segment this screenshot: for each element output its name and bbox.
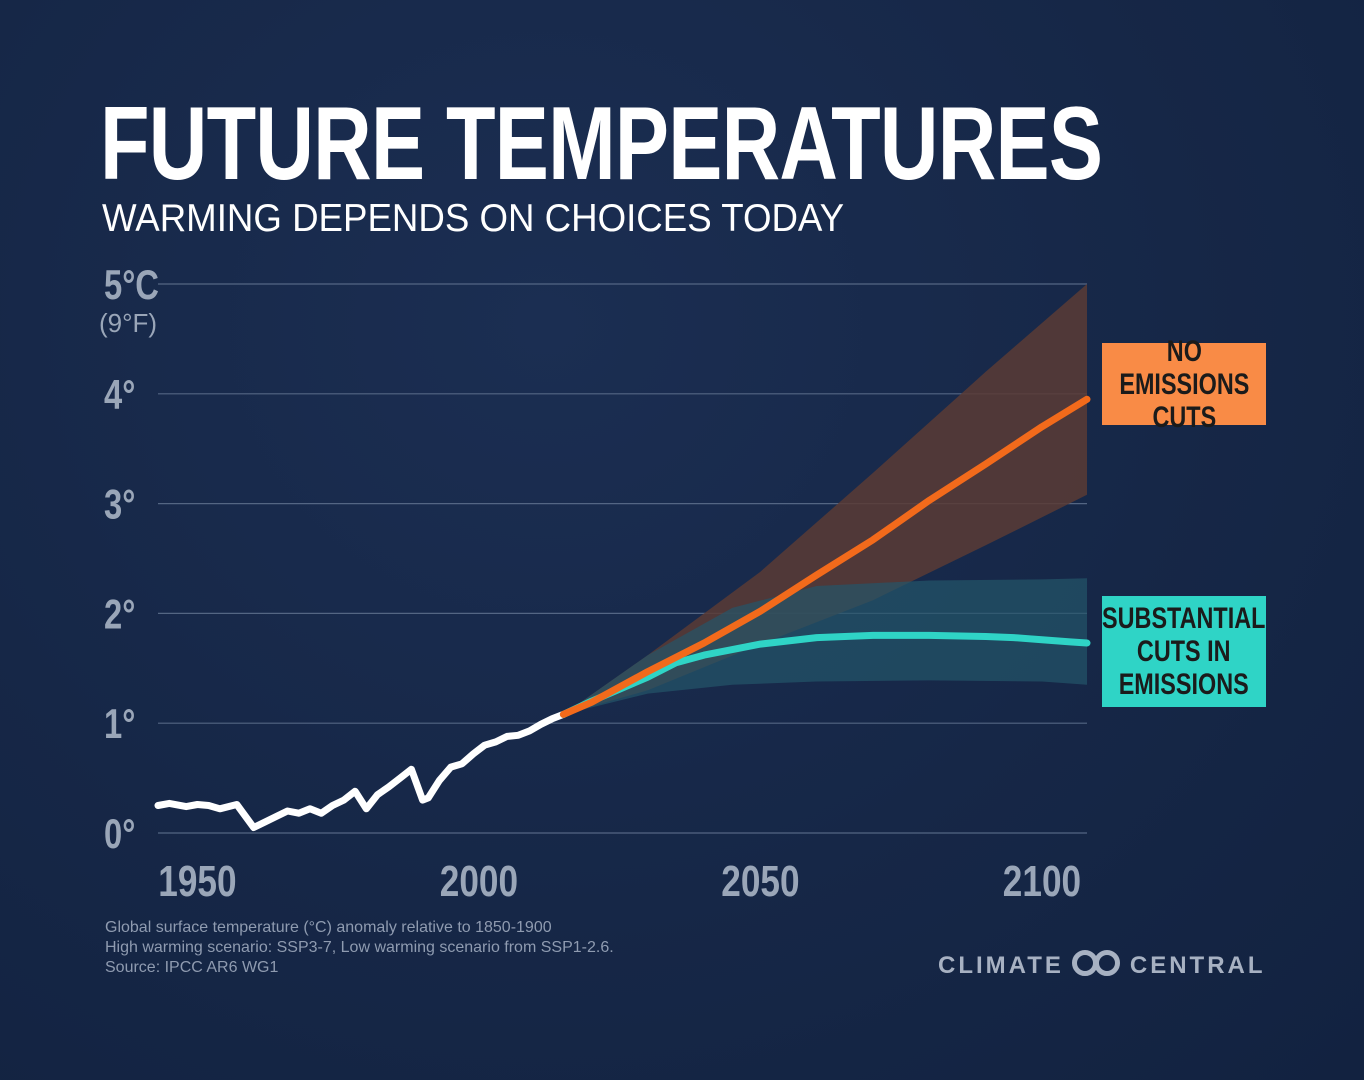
high-scenario-label: NO EMISSIONS CUTS — [1102, 335, 1266, 434]
page-subtitle: WARMING DEPENDS ON CHOICES TODAY — [102, 197, 845, 240]
brand-right-text: CENTRAL — [1129, 952, 1266, 979]
x-tick-label-2100: 2100 — [1003, 857, 1081, 906]
series-lines — [154, 395, 1091, 831]
y-unit-label: (9°F) — [99, 308, 157, 338]
uncertainty-bands — [563, 284, 1087, 715]
brand-left-text: CLIMATE — [938, 952, 1064, 979]
x-axis-labels: 1950 2000 2050 2100 — [158, 857, 1081, 906]
low-scenario-text: SUBSTANTIAL CUTS IN EMISSIONS — [1102, 602, 1266, 701]
low-scenario-label: SUBSTANTIAL CUTS IN EMISSIONS — [1102, 596, 1266, 707]
note-anomaly: Global surface temperature (°C) anomaly … — [105, 919, 552, 936]
y-tick-label-2: 2° — [104, 590, 135, 637]
page-title: FUTURE TEMPERATURES — [100, 86, 1103, 202]
interlocking-rings-icon — [1070, 949, 1122, 984]
note-scenarios: High warming scenario: SSP3-7, Low warmi… — [105, 939, 614, 956]
low-scenario-line — [559, 631, 1091, 718]
historical-line — [154, 710, 567, 831]
y-axis-labels: 0° 1° 2° 3° 4° 5°C(9°F) — [99, 261, 159, 857]
chart-notes: Global surface temperature (°C) anomaly … — [105, 918, 614, 978]
y-tick-label-0: 0° — [104, 810, 135, 857]
climate-central-logo: CLIMATE CENTRAL — [938, 949, 1266, 984]
y-tick-label-5: 5°C — [104, 261, 159, 308]
y-tick-label-1: 1° — [104, 700, 135, 747]
note-source: Source: IPCC AR6 WG1 — [105, 959, 279, 976]
x-tick-label-2000: 2000 — [440, 857, 518, 906]
high-scenario-text: NO EMISSIONS CUTS — [1118, 334, 1250, 434]
high-scenario-line — [559, 395, 1091, 718]
high-scenario-band — [563, 284, 1087, 715]
x-tick-label-1950: 1950 — [158, 857, 236, 906]
x-tick-label-2050: 2050 — [721, 857, 799, 906]
y-tick-label-4: 4° — [104, 371, 135, 418]
low-scenario-band — [563, 578, 1087, 715]
y-tick-label-3: 3° — [104, 481, 135, 528]
